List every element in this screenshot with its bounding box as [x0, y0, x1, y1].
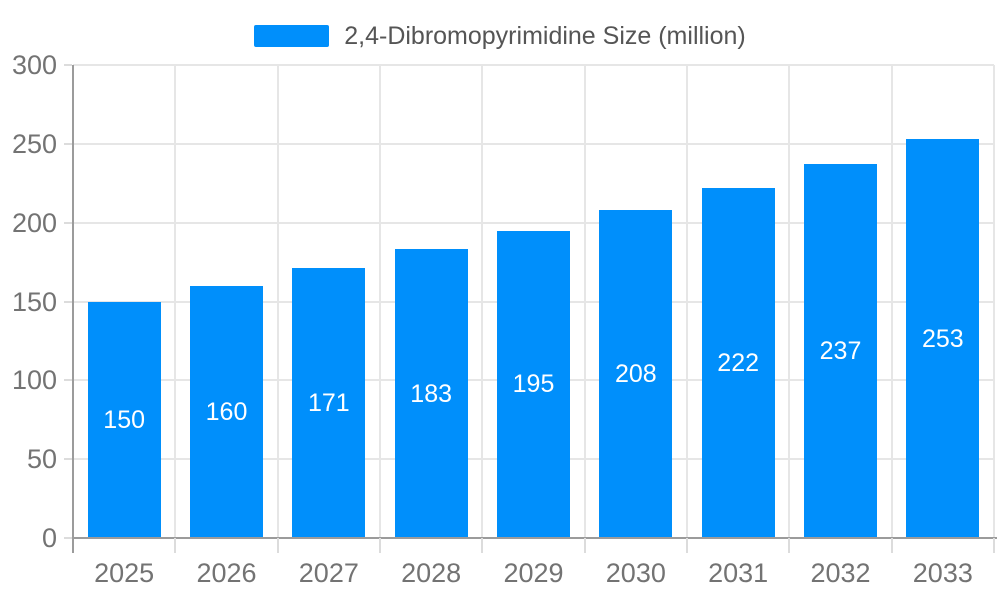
bar-2030[interactable]: 208: [599, 210, 673, 538]
gridline-vertical: [481, 65, 484, 538]
x-axis-tick: [379, 538, 381, 553]
y-axis-label: 50: [26, 444, 57, 475]
y-axis-label: 150: [11, 286, 57, 317]
y-axis-label: 250: [11, 128, 57, 159]
plot-area: 150 160 171 183 195 208 222 237 253: [73, 64, 995, 538]
y-axis-line: [72, 65, 74, 553]
legend-swatch-icon: [254, 25, 330, 47]
y-axis-tick: [64, 458, 72, 461]
gridline-vertical: [788, 65, 791, 538]
y-axis-label: 300: [11, 50, 57, 80]
x-axis-label-2026: 2026: [196, 558, 257, 588]
y-axis-tick: [64, 537, 72, 539]
y-axis-tick: [64, 300, 72, 303]
bar-2032[interactable]: 237: [804, 164, 877, 538]
bar-2031[interactable]: 222: [701, 187, 775, 538]
bar-value-label: 195: [512, 370, 555, 399]
y-axis-label: 100: [11, 365, 57, 396]
gridline-vertical: [174, 65, 177, 538]
x-axis-label-2028: 2028: [401, 558, 462, 588]
x-axis-tick: [993, 538, 995, 553]
bar-value-label: 183: [410, 379, 453, 408]
x-axis-tick: [481, 538, 484, 553]
x-axis-tick: [276, 538, 279, 553]
legend-item[interactable]: 2,4-Dibromopyrimidine Size (million): [0, 22, 1000, 50]
y-axis-tick: [64, 142, 72, 145]
bar-2029[interactable]: 195: [497, 230, 570, 538]
bar-value-label: 171: [307, 389, 350, 418]
x-axis-label-2033: 2033: [912, 558, 973, 588]
y-axis-tick: [64, 64, 72, 66]
gridline-vertical: [379, 65, 381, 538]
x-axis-tick: [583, 538, 586, 553]
x-axis-tick: [174, 538, 177, 553]
bar-value-label: 222: [717, 348, 760, 377]
x-axis-tick: [788, 538, 791, 553]
bar-2025[interactable]: 150: [87, 301, 161, 538]
x-axis-label-2025: 2025: [94, 558, 155, 588]
x-axis-label-2032: 2032: [810, 558, 871, 588]
gridline-horizontal: [73, 142, 994, 145]
x-axis-tick: [686, 538, 688, 553]
gridline-horizontal: [73, 64, 994, 66]
bar-value-label: 208: [614, 360, 657, 389]
gridline-vertical: [583, 65, 586, 538]
gridline-vertical: [993, 65, 995, 538]
x-axis-label-2027: 2027: [298, 558, 359, 588]
x-axis-label-2031: 2031: [708, 558, 769, 588]
bar-2026[interactable]: 160: [190, 285, 263, 538]
x-axis-tick: [890, 538, 893, 553]
gridline-vertical: [890, 65, 893, 538]
gridline-vertical: [686, 65, 688, 538]
x-axis-line: [73, 537, 997, 539]
bar-value-label: 253: [921, 324, 964, 353]
y-axis-label: 200: [11, 207, 57, 238]
x-axis-label-2030: 2030: [605, 558, 666, 588]
gridline-vertical: [276, 65, 279, 538]
y-axis-tick: [64, 221, 72, 224]
legend-label: 2,4-Dibromopyrimidine Size (million): [344, 21, 746, 50]
bar-2027[interactable]: 171: [292, 268, 366, 538]
bar-value-label: 237: [819, 337, 862, 366]
x-axis-label-2029: 2029: [503, 558, 564, 588]
bar-2028[interactable]: 183: [394, 249, 468, 538]
bar-2033[interactable]: 253: [906, 139, 980, 538]
bar-value-label: 160: [205, 397, 248, 426]
gridline-horizontal: [73, 221, 994, 224]
bar-value-label: 150: [103, 405, 146, 434]
y-axis-label: 0: [41, 523, 57, 553]
y-axis-tick: [64, 379, 72, 382]
